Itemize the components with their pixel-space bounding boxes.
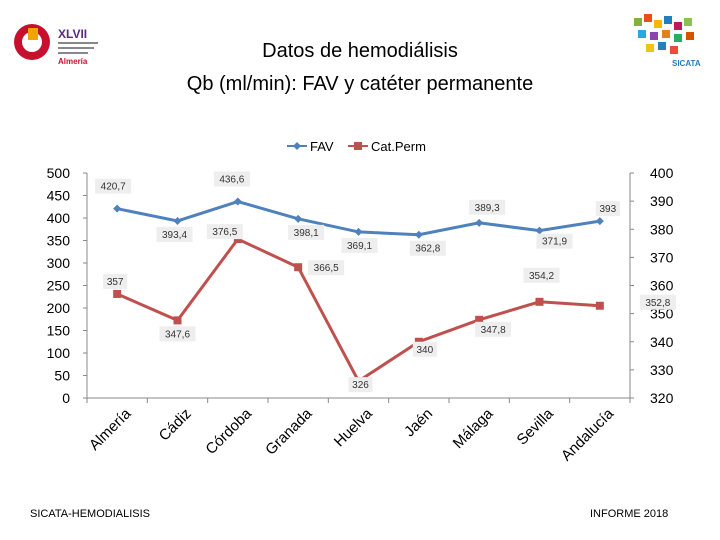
x-category-label: Andalucía (558, 405, 618, 465)
data-label-bg (95, 178, 132, 194)
data-label: 420,7 (101, 182, 126, 193)
footer-source: SICATA-HEMODIALISIS (30, 508, 151, 520)
y-right-tick-label: 340 (650, 334, 674, 350)
data-label: 340 (416, 345, 433, 356)
data-label: 376,5 (212, 227, 237, 238)
y-left-tick-label: 300 (47, 255, 71, 271)
data-label-bg (639, 294, 676, 310)
y-left-tick-label: 100 (47, 345, 71, 361)
data-label: 347,6 (165, 329, 190, 340)
x-category-label: Almería (86, 405, 135, 454)
data-label: 362,8 (415, 244, 440, 255)
data-label: 398,1 (294, 228, 319, 239)
data-label: 371,9 (542, 237, 567, 248)
data-label-bg (536, 233, 573, 249)
data-label-bg (206, 224, 243, 240)
y-right-tick-label: 320 (650, 390, 674, 406)
data-label: 393,4 (162, 230, 187, 241)
data-label-bg (159, 326, 196, 342)
data-label: 354,2 (529, 271, 554, 282)
data-point-fav (475, 218, 484, 227)
data-label-bg (308, 260, 345, 276)
data-point-catperm (535, 297, 544, 306)
legend-marker-square (354, 142, 362, 150)
data-label-bg (348, 377, 373, 393)
data-point-catperm (173, 316, 182, 325)
data-label-bg (213, 171, 250, 187)
legend-label: Cat.Perm (371, 139, 426, 154)
data-point-fav (113, 204, 122, 213)
data-label-bg (475, 321, 512, 337)
y-right-tick-label: 380 (650, 221, 674, 237)
y-left-tick-label: 200 (47, 300, 71, 316)
data-label-bg (341, 237, 378, 253)
data-label-bg (156, 226, 193, 242)
y-right-tick-label: 360 (650, 278, 674, 294)
y-left-tick-label: 400 (47, 210, 71, 226)
data-label-bg (103, 273, 128, 289)
data-label: 347,8 (481, 325, 506, 336)
x-category-label: Málaga (450, 405, 497, 452)
data-point-fav (595, 217, 604, 226)
data-point-fav (294, 214, 303, 223)
x-category-label: Granada (262, 405, 316, 459)
legend: FAV Cat.Perm (287, 139, 426, 154)
data-label-bg (409, 240, 446, 256)
data-label: 326 (352, 380, 369, 391)
x-category-label: Córdoba (202, 405, 255, 458)
legend-label: FAV (310, 139, 334, 154)
x-category-label: Sevilla (514, 405, 558, 449)
data-label: 352,8 (645, 298, 670, 309)
data-label: 389,3 (475, 203, 500, 214)
logo-xlvii: XLVII (58, 27, 87, 41)
data-label-bg (523, 267, 560, 283)
y-left-tick-label: 450 (47, 188, 71, 204)
data-point-catperm (475, 315, 484, 324)
data-point-catperm (113, 289, 122, 298)
x-category-label: Jaén (401, 405, 436, 440)
logo-sicata: SICATA (672, 59, 701, 68)
data-label-bg (412, 341, 437, 357)
data-point-fav (535, 226, 544, 235)
data-label-bg (469, 199, 506, 215)
chart-subtitle: Qb (ml/min): FAV y catéter permanente (186, 73, 534, 95)
data-label-bg (595, 201, 620, 217)
data-label-bg (288, 224, 325, 240)
y-left-tick-label: 0 (62, 390, 70, 406)
y-right-tick-label: 370 (650, 249, 674, 265)
data-label: 357 (107, 277, 124, 288)
data-point-fav (173, 216, 182, 225)
series-line-catperm (116, 237, 600, 384)
y-right-tick-label: 400 (650, 165, 674, 181)
sicata-logo: SICATA (628, 10, 708, 70)
y-right-tick-label: 330 (650, 362, 674, 378)
congress-logo: XLVII Almería (10, 20, 120, 80)
y-left-tick-label: 50 (54, 368, 70, 384)
data-label: 369,1 (347, 241, 372, 252)
y-left-tick-label: 350 (47, 233, 71, 249)
y-left-tick-label: 250 (47, 278, 71, 294)
data-point-fav (414, 230, 423, 239)
data-point-catperm (595, 301, 604, 310)
footer-report: INFORME 2018 (590, 508, 669, 520)
data-label: 436,6 (219, 175, 244, 186)
x-category-label: Cádiz (156, 405, 195, 444)
x-category-label: Huelva (331, 405, 377, 451)
data-point-fav (354, 227, 363, 236)
logo-city: Almería (58, 57, 88, 66)
legend-marker-diamond (293, 142, 301, 150)
y-left-tick-label: 500 (47, 165, 71, 181)
y-left-tick-label: 150 (47, 323, 71, 339)
data-label: 366,5 (314, 263, 339, 274)
y-right-tick-label: 390 (650, 193, 674, 209)
data-point-fav (233, 197, 242, 206)
data-point-catperm (294, 263, 303, 272)
chart-title: Datos de hemodiálisis (262, 40, 458, 62)
data-label: 393 (599, 204, 616, 215)
